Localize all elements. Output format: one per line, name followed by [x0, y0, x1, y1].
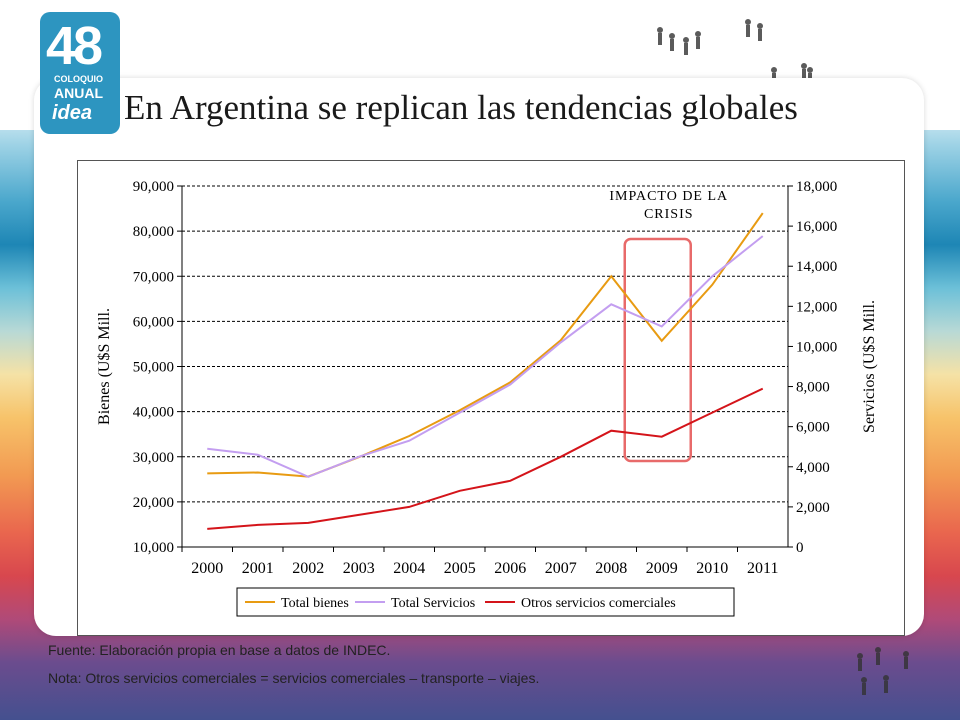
x-tick-label: 2004: [393, 560, 425, 577]
y-tick-label: 90,000: [133, 179, 174, 195]
y2-tick-label: 8,000: [796, 380, 830, 396]
x-tick-label: 2002: [292, 560, 324, 577]
x-tick-label: 2011: [747, 560, 778, 577]
source-note: Fuente: Elaboración propia en base a dat…: [48, 642, 391, 658]
y2-tick-label: 0: [796, 540, 804, 556]
legend-label: Total bienes: [281, 596, 349, 611]
logo-line3: idea: [52, 102, 93, 124]
event-logo: 48 COLOQUIO ANUAL idea: [40, 12, 120, 134]
y2-tick-label: 10,000: [796, 339, 837, 355]
y2-tick-label: 12,000: [796, 299, 837, 315]
series-line-total-servicios: [207, 235, 764, 478]
y-tick-label: 80,000: [133, 224, 174, 240]
series-line-total-bienes: [207, 212, 764, 478]
crisis-highlight-box: [623, 237, 692, 463]
slide-title: En Argentina se replican las tendencias …: [124, 88, 798, 127]
crisis-label-line1: IMPACTO DE LA: [609, 189, 728, 204]
y-tick-label: 30,000: [133, 450, 174, 466]
legend-label: Total Servicios: [391, 596, 475, 611]
legend-label: Otros servicios comerciales: [521, 596, 676, 611]
y2-axis-title: Servicios (U$S Mill.: [861, 300, 878, 433]
y2-tick-label: 2,000: [796, 500, 830, 516]
x-tick-label: 2001: [242, 560, 274, 577]
x-tick-label: 2008: [595, 560, 627, 577]
people-silhouettes-top: [657, 19, 813, 85]
y-tick-label: 20,000: [133, 495, 174, 511]
x-tick-label: 2010: [696, 560, 728, 577]
x-tick-label: 2000: [191, 560, 223, 577]
people-silhouettes-bottom: [857, 647, 909, 695]
series-line-otros-servicios-comerciales: [207, 387, 764, 530]
definition-note: Nota: Otros servicios comerciales = serv…: [48, 670, 540, 686]
y-tick-label: 60,000: [133, 314, 174, 330]
y2-tick-label: 18,000: [796, 179, 837, 195]
x-tick-label: 2007: [545, 560, 577, 577]
x-tick-label: 2006: [494, 560, 526, 577]
y-axis-title: Bienes (U$S Mill.: [96, 308, 113, 425]
y2-tick-label: 14,000: [796, 259, 837, 275]
x-tick-label: 2003: [343, 560, 375, 577]
x-tick-label: 2009: [646, 560, 678, 577]
y-tick-label: 70,000: [133, 269, 174, 285]
x-tick-label: 2005: [444, 560, 476, 577]
chart-frame: [77, 160, 905, 636]
crisis-label-line2: CRISIS: [644, 207, 694, 222]
y2-tick-label: 4,000: [796, 460, 830, 476]
y-tick-label: 50,000: [133, 360, 174, 376]
logo-line1: COLOQUIO: [54, 74, 103, 84]
line-chart: 10,000 20,000 30,000 40,000 50,000 60,000 70,0…: [96, 179, 878, 617]
logo-line2: ANUAL: [54, 85, 103, 101]
y-tick-label: 10,000: [133, 540, 174, 556]
y2-tick-label: 6,000: [796, 420, 830, 436]
y2-tick-label: 16,000: [796, 219, 837, 235]
logo-number: 48: [46, 16, 103, 76]
y-tick-label: 40,000: [133, 405, 174, 421]
